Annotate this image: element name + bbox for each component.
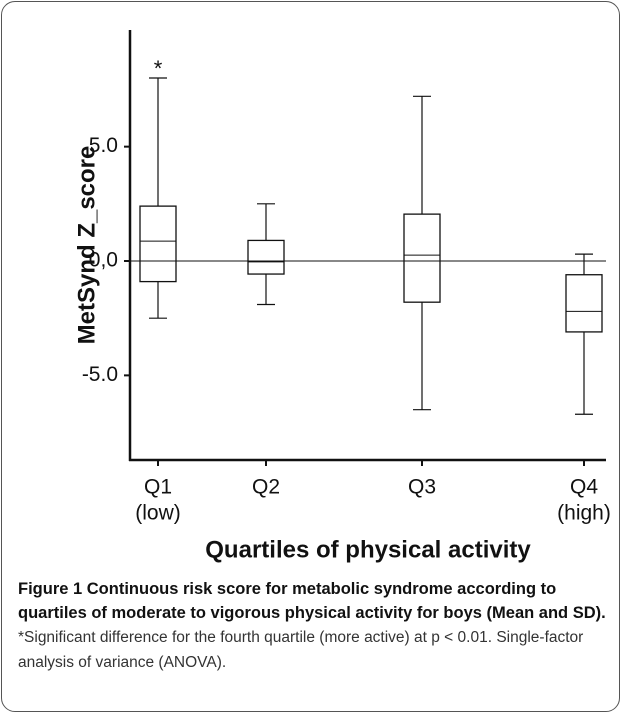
- x-tick-label: Q1: [144, 476, 172, 499]
- caption-title: Figure 1 Continuous risk score for metab…: [18, 580, 606, 622]
- y-axis-label: MetSynd Z_score: [73, 146, 100, 345]
- annotation: *: [154, 56, 163, 81]
- x-tick-label: (high): [557, 502, 611, 525]
- x-tick-label: Q2: [252, 476, 280, 499]
- y-tick-label: -5.0: [82, 363, 118, 386]
- y-tick-label: 0,0: [89, 249, 118, 272]
- caption-text: *Significant difference for the fourth q…: [18, 629, 584, 671]
- box: [139, 205, 177, 283]
- chart: MetSynd Z_score Quartiles of physical ac…: [73, 30, 611, 563]
- y-tick-label: 5.0: [89, 134, 118, 157]
- x-tick-label: Q3: [408, 476, 436, 499]
- caption: Figure 1 Continuous risk score for metab…: [18, 577, 613, 675]
- box: [565, 274, 603, 333]
- box: [247, 239, 285, 275]
- x-tick-label: (low): [135, 502, 181, 525]
- box: [403, 213, 441, 303]
- x-axis-label: Quartiles of physical activity: [205, 536, 531, 563]
- x-tick-label: Q4: [570, 476, 598, 499]
